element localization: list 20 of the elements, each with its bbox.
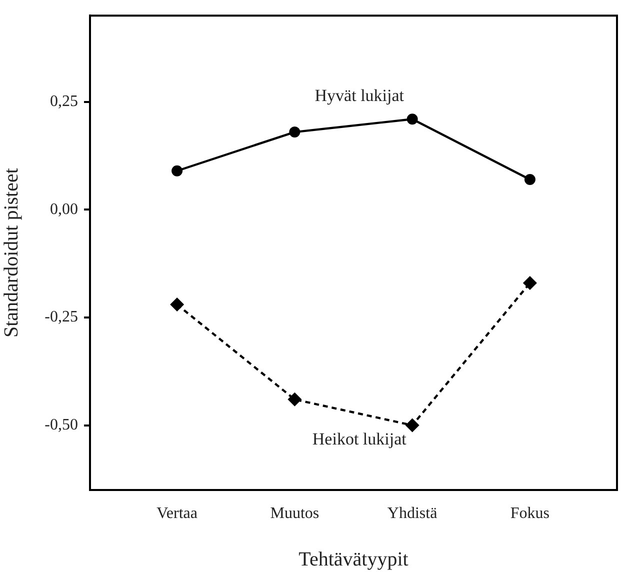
y-tick-label: 0,00 [50,200,78,218]
x-axis-title: Tehtävätyypit [298,548,409,570]
x-tick-label: Fokus [510,504,550,522]
series-label: Heikot lukijat [312,429,407,448]
point [170,298,184,312]
x-tick-label: Vertaa [156,504,198,522]
point [522,276,537,290]
point [289,126,300,138]
point [172,165,183,176]
series-label: Hyvät lukijat [314,86,404,106]
x-tick-label: Muutos [270,504,320,522]
y-tick-label: -0,50 [44,416,78,434]
y-tick-label: -0,25 [44,308,78,326]
x-tick-label: Yhdistä [387,504,438,522]
y-axis-title: Standardoidut pisteet [0,168,22,338]
point [288,392,302,406]
y-tick-label: 0,25 [50,93,78,110]
point [405,418,420,432]
point [524,174,536,185]
point [406,114,418,125]
